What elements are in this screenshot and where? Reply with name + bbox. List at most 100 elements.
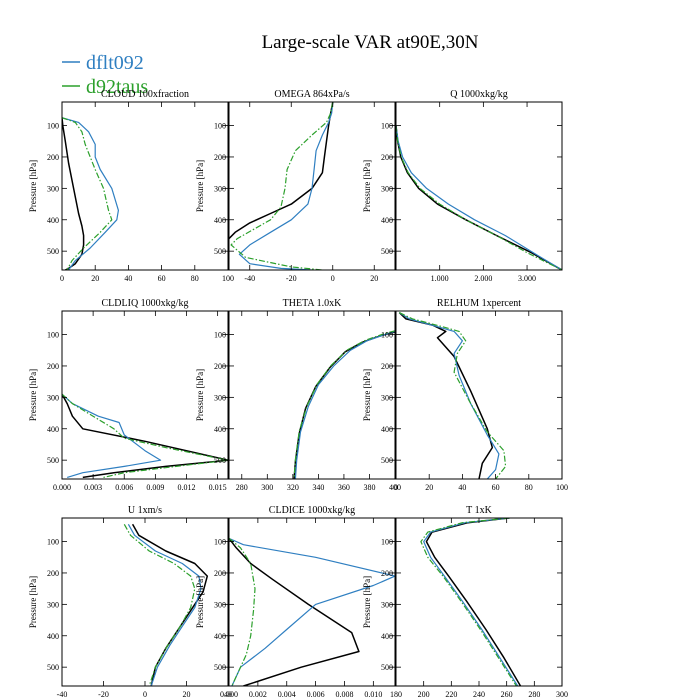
panel-6-title: RELHUM 1xpercent [437,298,521,309]
panel-1-series-group [62,117,119,270]
panel-3-ylabel: Pressure [hPa] [362,160,372,212]
panel-8-line-dflt092 [229,537,395,686]
panel-4-ytick-label: 100 [47,331,59,340]
panel-1-xtick-label: 40 [124,274,132,283]
panel-7-line-d92taus [123,524,196,686]
panel-5-ytick-label: 200 [214,362,226,371]
panel-6-xtick-label: 20 [425,483,433,492]
panel-9-ytick-label: 200 [381,569,393,578]
panel-7-ylabel: Pressure [hPa] [28,576,38,628]
panel-5-ytick-label: 400 [214,425,226,434]
panel-5-xtick-label: 360 [338,483,350,492]
panel-6-xtick-label: 0 [394,483,398,492]
panel-1-ytick-label: 400 [47,216,59,225]
panel-1-line-control [62,117,85,270]
panel-9-frame [395,517,563,687]
panel-8: CLDICE 1000xkg/kg Pressure [hPa] 0.000 0.00… [195,505,396,699]
panel-6-ylabel: Pressure [hPa] [362,369,372,421]
panel-8-xtick-label: 0.004 [278,690,296,699]
panel-8-xtick-label: 0.010 [364,690,382,699]
panel-8-ytick-label: 400 [214,632,226,641]
panel-8-ytick-label: 500 [214,663,226,672]
panel-6-xtick-label: 80 [525,483,533,492]
panel-2-line-dflt092 [238,102,334,270]
panel-1-xtick-label: 80 [191,274,199,283]
panel-9-xtick-label: 220 [445,690,457,699]
panel-6: RELHUM 1xpercent Pressure [hPa] 0 20 40 60 80 1… [362,298,568,492]
panel-9-xtick-label: 300 [556,690,568,699]
panel-7-title: U 1xm/s [128,505,162,516]
panel-5-xtick-label: 380 [363,483,375,492]
panel-8-frame [228,517,396,687]
panel-2-xtick-label: -20 [286,274,297,283]
panel-5-xtick-label: 280 [236,483,248,492]
panel-6-ytick-label: 500 [381,456,393,465]
panel-9-xtick-label: 280 [528,690,540,699]
panel-7-xtick-label: -40 [57,690,68,699]
panel-4-xtick-label: 0.006 [115,483,133,492]
panel-8-line-control [229,537,360,686]
panel-6-ytick-label: 300 [381,393,393,402]
panel-1-ylabel: Pressure [hPa] [28,160,38,212]
panel-8-series-group [229,537,395,686]
panel-5-ytick-label: 100 [214,331,226,340]
panel-2-ytick-label: 300 [214,184,226,193]
panel-2-ytick-label: 500 [214,247,226,256]
panel-4-xtick-label: 0.000 [53,483,71,492]
panels-grid: CLOUD 100xfraction Pressure [hPa] 0 20 40 60 8… [28,89,568,699]
legend-label-d92taus: d92taus [86,76,148,98]
figure-title: Large-scale VAR at90E,30N [262,32,479,53]
panel-2-line-control [229,102,334,240]
panel-5-ytick-label: 500 [214,456,226,465]
panel-4-ytick-label: 400 [47,425,59,434]
panel-5-xtick-label: 340 [312,483,324,492]
panel-4-line-dflt092 [62,393,162,478]
legend-label-dflt092: dflt092 [86,52,144,74]
panel-1-ytick-label: 200 [47,153,59,162]
panel-7-ytick-label: 200 [47,569,59,578]
panel-7-ytick-label: 300 [47,600,59,609]
panel-6-line-d92taus [399,312,507,479]
panel-8-title: CLDICE 1000xkg/kg [269,505,355,516]
panel-4-ytick-label: 500 [47,456,59,465]
panel-6-line-control [398,312,494,479]
panel-4-line-d92taus [62,393,228,478]
panel-1-xtick-label: 20 [91,274,99,283]
panel-7-ytick-label: 400 [47,632,59,641]
panel-4-xtick-label: 0.009 [146,483,164,492]
panel-2-ytick-label: 200 [214,153,226,162]
panel-3: Q 1000xkg/kg Pressure [hPa] 1.000 2.000 3.00… [362,89,563,283]
panel-1-xtick-label: 100 [222,274,234,283]
panel-7-ytick-label: 500 [47,663,59,672]
panel-5-frame [228,310,396,480]
panel-6-xtick-label: 100 [556,483,568,492]
panel-5-ylabel: Pressure [hPa] [195,369,205,421]
panel-5-line-d92taus [293,330,395,479]
panel-9-title: T 1xK [466,505,492,516]
panel-7-ytick-label: 100 [47,538,59,547]
panel-9-ytick-label: 500 [381,663,393,672]
panel-4-ylabel: Pressure [hPa] [28,369,38,421]
panel-4-ytick-label: 300 [47,393,59,402]
panel-7: U 1xm/s Pressure [hPa] -40 -20 0 20 40 100 200 30… [28,505,232,699]
panel-9-ylabel: Pressure [hPa] [362,576,372,628]
panel-4-frame [61,310,229,480]
panel-9-series-group [420,518,522,686]
panel-1-title: CLOUD 100xfraction [101,89,189,100]
panel-1-xtick-label: 0 [60,274,64,283]
panel-4-xtick-label: 0.003 [84,483,102,492]
panel-6-ytick-label: 100 [381,331,393,340]
panel-2-ylabel: Pressure [hPa] [195,160,205,212]
panel-3-line-control [396,125,562,270]
panel-2-series-group [229,102,334,270]
panel-3-ytick-label: 100 [381,122,393,131]
panel-3-line-d92taus [396,125,562,270]
panel-9-ytick-label: 300 [381,600,393,609]
panel-3-ytick-label: 400 [381,216,393,225]
panel-4-line-control [62,393,228,479]
panel-3-line-dflt092 [396,125,562,270]
panel-3-frame [395,101,563,271]
legend: dflt092 d92taus [62,52,148,98]
panel-2: OMEGA 864xPa/s Pressure [hPa] -40 -20 0 20 100… [195,89,396,283]
